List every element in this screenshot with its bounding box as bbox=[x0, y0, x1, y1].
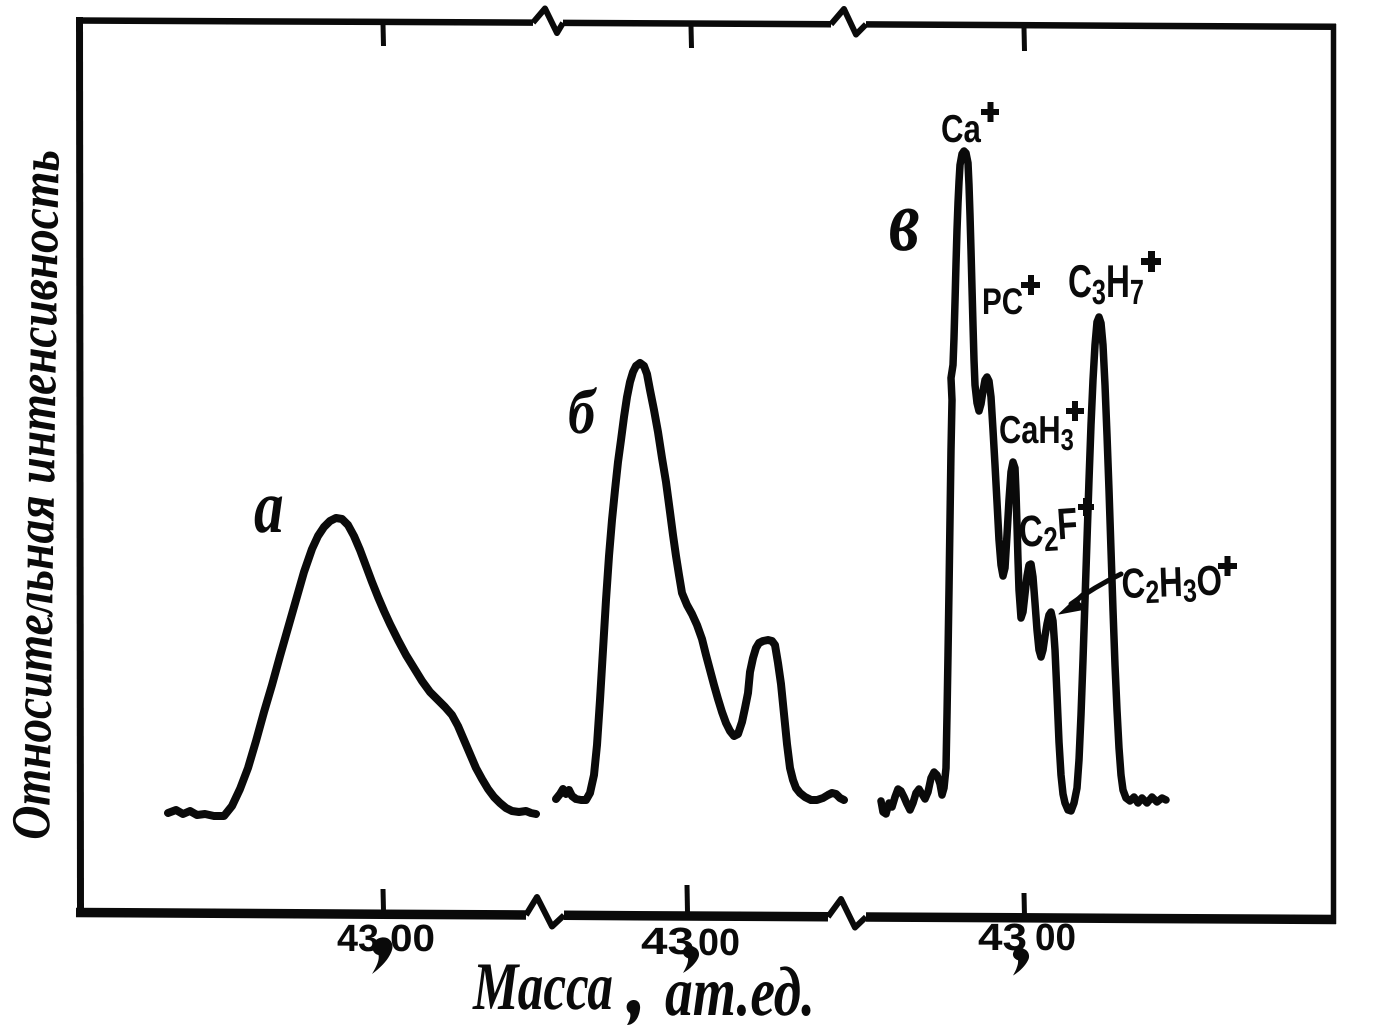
svg-text:Масса: Масса bbox=[472, 948, 613, 1024]
svg-text:43: 43 bbox=[337, 918, 379, 960]
svg-text:00: 00 bbox=[698, 922, 740, 964]
svg-text:Ca: Ca bbox=[941, 108, 981, 151]
svg-text:CaH3: CaH3 bbox=[999, 409, 1074, 457]
svg-text:б: б bbox=[568, 376, 598, 447]
svg-text:а: а bbox=[254, 465, 284, 549]
svg-text:ат.ед.: ат.ед. bbox=[665, 954, 815, 1026]
svg-text:PC: PC bbox=[982, 281, 1023, 322]
svg-text:Относительная интенсивность: Относительная интенсивность bbox=[0, 149, 71, 840]
svg-text:00: 00 bbox=[390, 918, 435, 960]
svg-text:00: 00 bbox=[1035, 917, 1076, 959]
svg-text:в: в bbox=[889, 173, 920, 270]
svg-text:C2H3O: C2H3O bbox=[1121, 557, 1223, 611]
